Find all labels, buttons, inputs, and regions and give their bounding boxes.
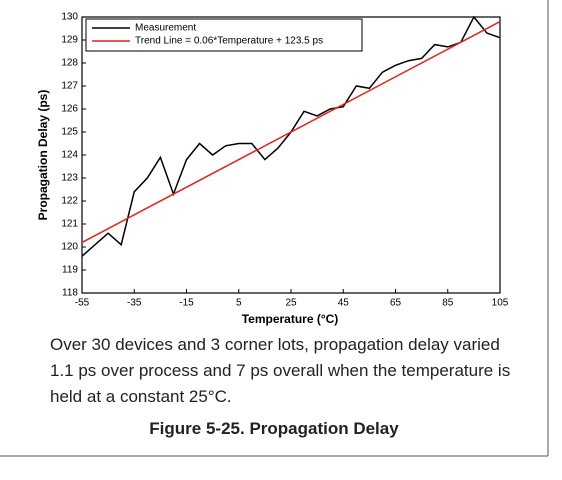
legend-box [85,18,363,52]
figure-title: Figure 5-25. Propagation Delay [149,419,399,438]
y-tick-label: 118 [62,288,78,299]
x-tick-label: 5 [236,298,242,309]
x-tick-label: 65 [390,298,402,309]
x-tick-label: -15 [179,298,194,309]
y-tick-label: 129 [61,35,78,46]
y-tick-label: 127 [61,81,78,92]
x-tick-label: -55 [75,298,90,309]
y-tick-label: 123 [61,173,78,184]
caption-line: Over 30 devices and 3 corner lots, propa… [50,335,500,354]
y-tick-label: 128 [61,58,78,69]
x-axis-label: Temperature (°C) [242,312,339,326]
plot-area [81,16,501,294]
caption-line: 1.1 ps over process and 7 ps overall whe… [50,361,511,380]
x-tick-label: 45 [338,298,350,309]
legend-label: Trend Line = 0.06*Temperature + 123.5 ps [135,36,323,47]
y-tick-label: 124 [61,150,78,161]
y-axis-label: Propagation Delay (ps) [36,90,50,221]
y-tick-label: 122 [61,196,78,207]
series-line [81,20,501,244]
caption-line: held at a constant 25°C. [50,387,232,406]
x-tick-label: -35 [127,298,142,309]
caption: Over 30 devices and 3 corner lots, propa… [50,332,510,410]
y-tick-label: 130 [61,12,78,23]
y-tick-label: 120 [61,242,78,253]
y-tick-label: 126 [61,104,78,115]
y-tick-label: 125 [61,127,78,138]
y-tick-label: 121 [61,219,78,230]
x-tick-label: 25 [285,298,297,309]
legend-label: Measurement [135,23,196,34]
y-tick-label: 119 [62,265,78,276]
x-tick-label: 105 [492,298,509,309]
series-line [81,15,501,257]
x-tick-label: 85 [442,298,454,309]
